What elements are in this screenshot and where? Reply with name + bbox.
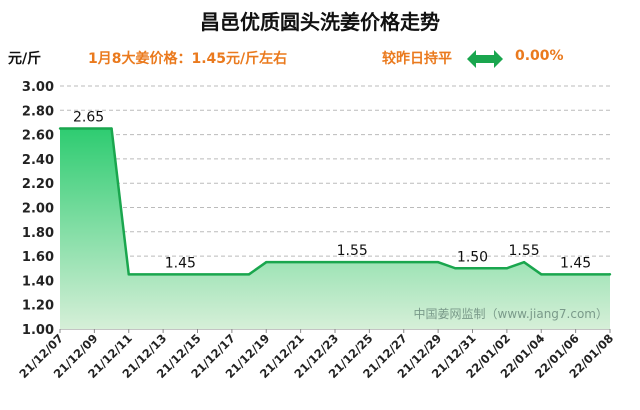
data-label: 1.55 — [508, 243, 539, 259]
data-point — [505, 267, 509, 270]
data-label: 1.55 — [337, 243, 368, 259]
data-label: 2.65 — [73, 110, 104, 126]
chart-title: 昌邑优质圆头洗姜价格走势 — [200, 10, 440, 34]
unit-label: 元/斤 — [8, 51, 42, 67]
y-tick-label: 1.80 — [22, 226, 54, 241]
y-tick-label: 2.40 — [22, 153, 54, 168]
y-tick-label: 2.80 — [22, 104, 54, 119]
double-arrow-icon — [467, 50, 503, 68]
y-tick-label: 1.60 — [22, 250, 54, 265]
data-label: 1.50 — [457, 249, 488, 265]
data-point — [540, 273, 543, 276]
y-tick-label: 1.40 — [22, 274, 54, 289]
data-point — [110, 127, 113, 130]
y-tick-label: 2.00 — [22, 202, 54, 217]
data-point — [127, 273, 130, 276]
change-value: 0.00% — [515, 48, 564, 64]
area-fill — [60, 128, 610, 329]
data-point — [58, 127, 62, 130]
data-label: 1.45 — [165, 255, 196, 271]
y-tick-label: 1.20 — [22, 299, 54, 314]
data-label: 1.45 — [560, 255, 591, 271]
y-tick-label: 2.60 — [22, 129, 54, 144]
data-point — [436, 260, 440, 264]
data-point — [247, 273, 251, 276]
y-tick-label: 1.00 — [22, 323, 54, 338]
data-point — [608, 273, 612, 276]
data-point — [454, 267, 457, 270]
price-note: 1月8大姜价格：1.45元/斤左右 — [88, 51, 288, 67]
watermark: 中国姜网监制（www.jiang7.com） — [414, 306, 608, 321]
data-point — [265, 260, 268, 264]
data-point — [522, 260, 526, 264]
compare-label: 较昨日持平 — [382, 51, 452, 67]
y-tick-label: 3.00 — [22, 80, 54, 95]
y-tick-label: 2.20 — [22, 177, 54, 192]
